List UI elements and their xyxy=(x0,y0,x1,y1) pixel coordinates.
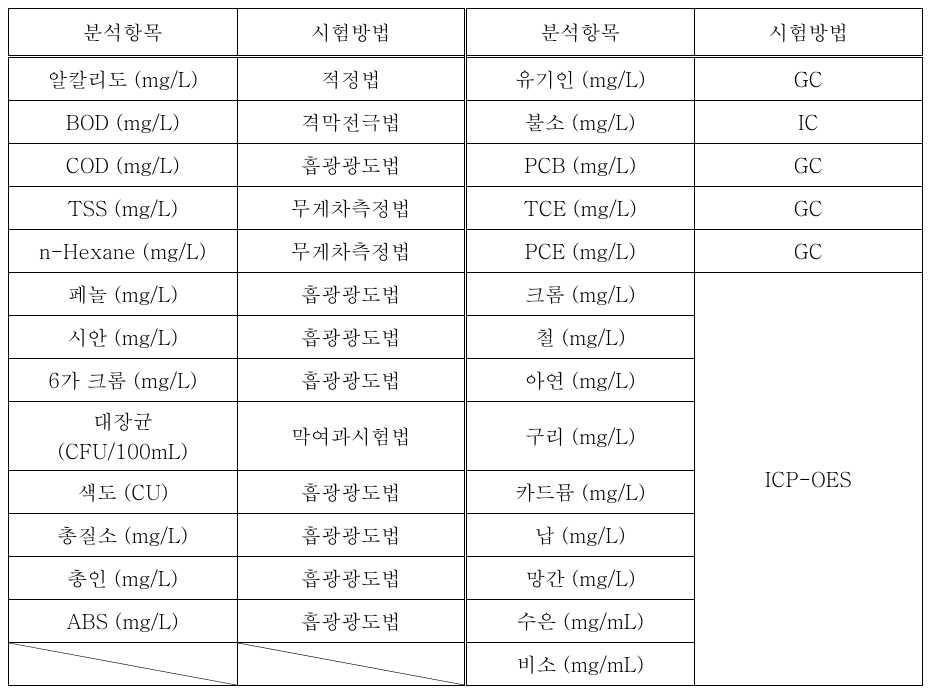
table-row: COD (mg/L) 흡광광도법 PCB (mg/L) GC xyxy=(9,144,923,187)
cell: 비소 (mg/mL) xyxy=(466,643,695,686)
cell: 카드뮴 (mg/L) xyxy=(466,471,695,514)
diagonal-line-icon xyxy=(9,643,237,685)
header-col1: 분석항목 xyxy=(9,9,238,57)
cell: 망간 (mg/L) xyxy=(466,557,695,600)
cell: 흡광광도법 xyxy=(237,316,466,359)
cell: 아연 (mg/L) xyxy=(466,359,695,402)
cell: 막여과시험법 xyxy=(237,402,466,471)
cell: 페놀 (mg/L) xyxy=(9,273,238,316)
cell: 유기인 (mg/L) xyxy=(466,57,695,101)
cell: PCB (mg/L) xyxy=(466,144,695,187)
cell: 색도 (CU) xyxy=(9,471,238,514)
cell: PCE (mg/L) xyxy=(466,230,695,273)
cell: 크롬 (mg/L) xyxy=(466,273,695,316)
cell: TSS (mg/L) xyxy=(9,187,238,230)
cell: COD (mg/L) xyxy=(9,144,238,187)
cell: 흡광광도법 xyxy=(237,144,466,187)
cell: 철 (mg/L) xyxy=(466,316,695,359)
cell: 무게차측정법 xyxy=(237,187,466,230)
table-row: 페놀 (mg/L) 흡광광도법 크롬 (mg/L) ICP-OES xyxy=(9,273,923,316)
diagonal-line-icon xyxy=(238,643,465,685)
header-col2: 시험방법 xyxy=(237,9,466,57)
cell: 흡광광도법 xyxy=(237,471,466,514)
cell: 시안 (mg/L) xyxy=(9,316,238,359)
cell: IC xyxy=(694,101,923,144)
cell: BOD (mg/L) xyxy=(9,101,238,144)
cell: 흡광광도법 xyxy=(237,514,466,557)
line1: 대장균 xyxy=(93,406,153,435)
cell: GC xyxy=(694,57,923,101)
merged-cell-icp-oes: ICP-OES xyxy=(694,273,923,686)
cell: 적정법 xyxy=(237,57,466,101)
table-row: n-Hexane (mg/L) 무게차측정법 PCE (mg/L) GC xyxy=(9,230,923,273)
cell: 흡광광도법 xyxy=(237,359,466,402)
diagonal-cell xyxy=(9,643,238,686)
header-col4: 시험방법 xyxy=(694,9,923,57)
table-header-row: 분석항목 시험방법 분석항목 시험방법 xyxy=(9,9,923,57)
cell: 흡광광도법 xyxy=(237,557,466,600)
header-col3: 분석항목 xyxy=(466,9,695,57)
cell: 6가 크롬 (mg/L) xyxy=(9,359,238,402)
cell: n-Hexane (mg/L) xyxy=(9,230,238,273)
cell: 납 (mg/L) xyxy=(466,514,695,557)
cell: 격막전극법 xyxy=(237,101,466,144)
cell: ABS (mg/L) xyxy=(9,600,238,643)
cell: 총인 (mg/L) xyxy=(9,557,238,600)
cell: TCE (mg/L) xyxy=(466,187,695,230)
cell: 흡광광도법 xyxy=(237,600,466,643)
cell: GC xyxy=(694,230,923,273)
cell: 수은 (mg/mL) xyxy=(466,600,695,643)
table-row: 알칼리도 (mg/L) 적정법 유기인 (mg/L) GC xyxy=(9,57,923,101)
cell: GC xyxy=(694,144,923,187)
cell: 총질소 (mg/L) xyxy=(9,514,238,557)
cell: 무게차측정법 xyxy=(237,230,466,273)
table-row: TSS (mg/L) 무게차측정법 TCE (mg/L) GC xyxy=(9,187,923,230)
analysis-methods-table: 분석항목 시험방법 분석항목 시험방법 알칼리도 (mg/L) 적정법 유기인 … xyxy=(8,8,923,686)
diagonal-cell xyxy=(237,643,466,686)
cell: GC xyxy=(694,187,923,230)
cell: 구리 (mg/L) xyxy=(466,402,695,471)
table-row: BOD (mg/L) 격막전극법 불소 (mg/L) IC xyxy=(9,101,923,144)
line2: (CFU/100mL) xyxy=(57,436,188,465)
cell: 불소 (mg/L) xyxy=(466,101,695,144)
cell-multiline: 대장균(CFU/100mL) xyxy=(9,402,238,471)
cell: 흡광광도법 xyxy=(237,273,466,316)
cell: 알칼리도 (mg/L) xyxy=(9,57,238,101)
